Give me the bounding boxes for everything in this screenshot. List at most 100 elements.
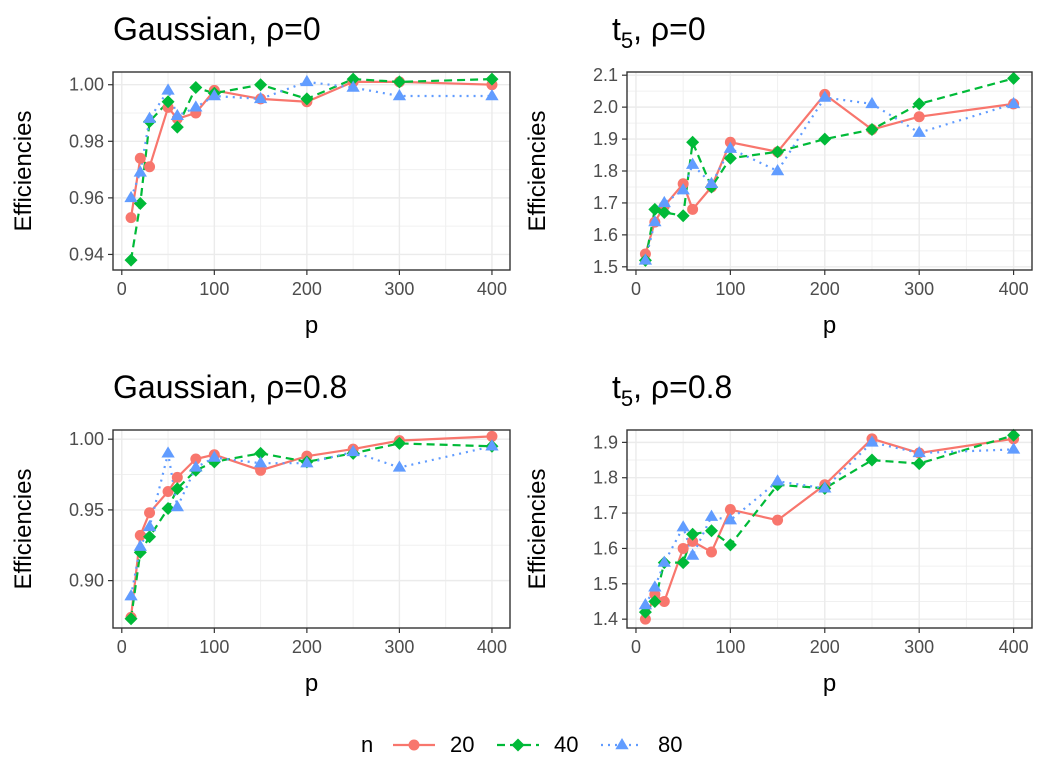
data-point-n20 (144, 161, 156, 173)
data-point-n80 (657, 195, 671, 208)
data-point-n20 (658, 595, 670, 607)
data-point-n40 (676, 209, 690, 223)
x-axis-title: p (305, 312, 318, 339)
data-point-n40 (723, 151, 737, 165)
x-tick-label: 100 (715, 279, 745, 299)
data-point-n20 (649, 588, 661, 600)
y-tick-label: 0.95 (69, 500, 104, 520)
data-point-n40 (648, 594, 662, 608)
y-tick-label: 1.7 (593, 503, 618, 523)
panel-title: Gaussian, ρ=0.8 (113, 369, 347, 405)
panel-title: t5, ρ=0.8 (612, 369, 732, 411)
y-tick-label: 1.8 (593, 161, 618, 181)
data-point-n80 (189, 100, 203, 112)
data-point-n40 (170, 120, 184, 134)
data-point-n20 (144, 507, 156, 519)
data-point-n40 (723, 538, 737, 552)
data-point-n80 (704, 176, 719, 188)
data-point-n40 (686, 135, 700, 149)
data-point-n40 (865, 122, 879, 136)
data-point-n80 (485, 439, 499, 451)
data-point-n80 (485, 89, 499, 101)
data-point-n80 (818, 90, 832, 102)
data-point-n80 (142, 519, 157, 532)
series-line-n20 (644, 437, 1014, 620)
data-point-n40 (161, 501, 175, 515)
x-tick-label: 200 (810, 637, 840, 657)
data-point-n80 (300, 456, 314, 468)
x-tick-label: 300 (384, 637, 414, 657)
data-point-n80 (1006, 96, 1021, 109)
data-point-n20 (724, 504, 736, 516)
y-tick-label: 0.96 (69, 188, 104, 208)
data-point-n40 (133, 197, 147, 211)
data-point-n40 (392, 436, 406, 450)
data-point-n20 (486, 430, 498, 442)
data-point-n80 (912, 445, 926, 458)
y-tick-label: 1.00 (69, 75, 104, 95)
data-point-n80 (676, 183, 690, 195)
data-point-n80 (124, 190, 138, 203)
series-line-n20 (644, 92, 1014, 255)
data-point-n20 (134, 152, 146, 164)
series-line-n80 (644, 441, 1014, 606)
data-point-n20 (125, 212, 137, 224)
data-point-n40 (865, 453, 879, 467)
data-point-n20 (639, 613, 651, 625)
x-tick-label: 200 (810, 279, 840, 299)
y-tick-label: 2.1 (593, 65, 618, 85)
x-tick-label: 200 (292, 279, 322, 299)
x-axis-title: p (823, 312, 836, 339)
data-point-n40 (254, 78, 268, 92)
series-line-n40 (644, 434, 1014, 613)
series-line-n80 (644, 96, 1014, 261)
data-point-n80 (253, 456, 268, 468)
data-point-n20 (913, 111, 925, 123)
data-point-n80 (648, 580, 662, 592)
data-point-n40 (143, 530, 157, 544)
legend-key-marker-n80 (615, 738, 629, 750)
data-point-n40 (912, 97, 926, 111)
y-tick-label: 1.5 (593, 574, 618, 594)
data-point-n80 (189, 460, 203, 472)
legend-label-n80: 80 (658, 732, 682, 757)
data-point-n80 (865, 435, 879, 447)
data-point-n40 (170, 482, 184, 496)
data-point-n40 (124, 253, 138, 267)
data-point-n40 (124, 612, 138, 626)
data-point-n40 (189, 81, 203, 95)
data-point-n20 (677, 542, 689, 554)
x-tick-label: 0 (631, 637, 641, 657)
data-point-n80 (676, 520, 690, 532)
data-point-n20 (255, 464, 267, 476)
y-tick-label: 1.6 (593, 225, 618, 245)
y-tick-label: 1.9 (593, 129, 618, 149)
x-tick-label: 0 (631, 279, 641, 299)
data-point-n80 (124, 589, 138, 601)
data-point-n80 (704, 509, 719, 521)
data-point-n40 (254, 446, 268, 460)
x-axis-title: p (305, 670, 318, 697)
legend: n 20 40 80 (361, 732, 682, 757)
data-point-n40 (771, 145, 785, 159)
panel-title: t5, ρ=0 (612, 11, 706, 53)
data-point-n40 (346, 72, 360, 86)
legend-key-marker-n20 (408, 739, 420, 751)
y-tick-label: 1.8 (593, 468, 618, 488)
data-point-n40 (485, 72, 499, 86)
data-point-n20 (134, 529, 146, 541)
data-point-n80 (685, 548, 700, 560)
x-axis-title: p (823, 670, 836, 697)
data-point-n80 (142, 111, 157, 123)
data-point-n80 (133, 539, 147, 551)
y-tick-label: 1.4 (593, 609, 618, 629)
data-point-n80 (253, 91, 268, 104)
panel-border (112, 71, 511, 271)
data-point-n80 (685, 157, 700, 169)
data-point-n80 (170, 500, 184, 512)
x-tick-label: 300 (384, 279, 414, 299)
panel-border (112, 429, 511, 629)
legend-label-n40: 40 (554, 732, 578, 757)
x-tick-label: 200 (292, 637, 322, 657)
